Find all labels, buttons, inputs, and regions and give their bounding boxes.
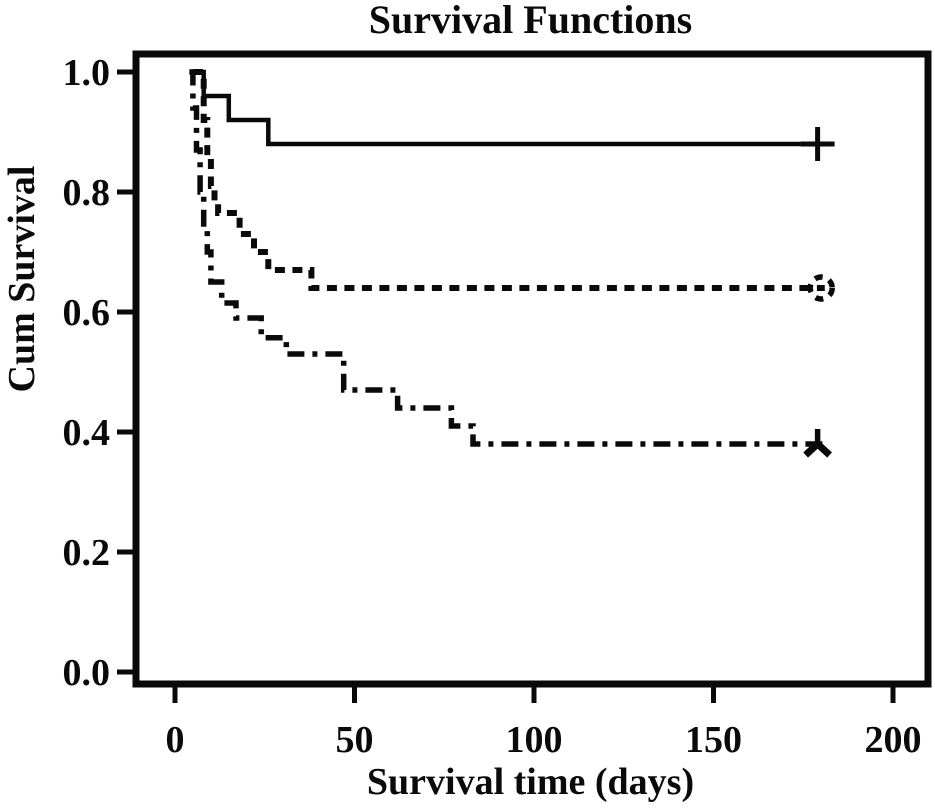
series-group-3-dashdot-curve — [189, 69, 825, 447]
x-tick-label: 100 — [506, 719, 563, 761]
series-group-2-dashed-curve — [192, 69, 825, 291]
censor-tripod-mark — [803, 441, 820, 458]
chart-title: Survival Functions — [368, 0, 693, 42]
y-tick-label: 0.2 — [63, 532, 111, 574]
series-group-1-solid-curve — [189, 69, 825, 147]
plot-frame — [132, 50, 932, 688]
censor-circle-mark — [807, 274, 835, 302]
y-tick-label: 0.6 — [63, 292, 111, 334]
x-tick-label: 200 — [865, 719, 922, 761]
x-tick-label: 50 — [336, 719, 374, 761]
x-tick-label: 0 — [166, 719, 185, 761]
y-tick-label: 1.0 — [63, 52, 111, 94]
y-tick-label: 0.4 — [63, 412, 111, 454]
censor-tripod-mark — [815, 441, 832, 458]
x-axis-title: Survival time (days) — [366, 761, 695, 803]
y-tick-label: 0.0 — [63, 652, 111, 694]
x-tick-label: 150 — [685, 719, 742, 761]
y-tick-label: 0.8 — [63, 172, 111, 214]
